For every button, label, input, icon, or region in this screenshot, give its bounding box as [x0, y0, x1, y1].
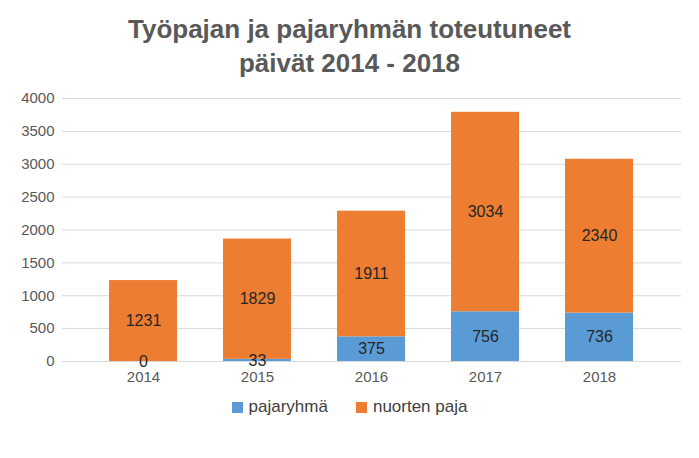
svg-text:2017: 2017 [469, 368, 502, 385]
html-text:pajaryhmä: pajaryhmä [248, 397, 328, 416]
svg-text:3034: 3034 [468, 203, 504, 220]
svg-text:2000: 2000 [21, 221, 54, 238]
html-text:Työpajan ja pajaryhmän toteutu: Työpajan ja pajaryhmän toteutuneet päivä… [128, 14, 571, 78]
svg-text:2340: 2340 [582, 227, 618, 244]
svg-text:0: 0 [46, 352, 54, 369]
svg-text:33: 33 [249, 352, 267, 369]
svg-text:3500: 3500 [21, 122, 54, 139]
svg-text:756: 756 [472, 328, 499, 345]
svg-text:1500: 1500 [21, 254, 54, 271]
svg-text:1231: 1231 [126, 312, 162, 329]
svg-text:1829: 1829 [240, 290, 276, 307]
svg-text:2016: 2016 [355, 368, 388, 385]
svg-text:0: 0 [139, 353, 148, 370]
svg-text:2015: 2015 [241, 368, 274, 385]
svg-text:736: 736 [586, 328, 613, 345]
svg-text:375: 375 [358, 340, 385, 357]
svg-text:2018: 2018 [583, 368, 616, 385]
svg-text:3000: 3000 [21, 155, 54, 172]
svg-text:4000: 4000 [21, 89, 54, 106]
svg-text:1000: 1000 [21, 287, 54, 304]
svg-text:2500: 2500 [21, 188, 54, 205]
svg-text:2014: 2014 [127, 368, 160, 385]
svg-text:1911: 1911 [354, 265, 389, 282]
html-text:nuorten paja: nuorten paja [372, 397, 468, 416]
svg-text:500: 500 [29, 319, 54, 336]
